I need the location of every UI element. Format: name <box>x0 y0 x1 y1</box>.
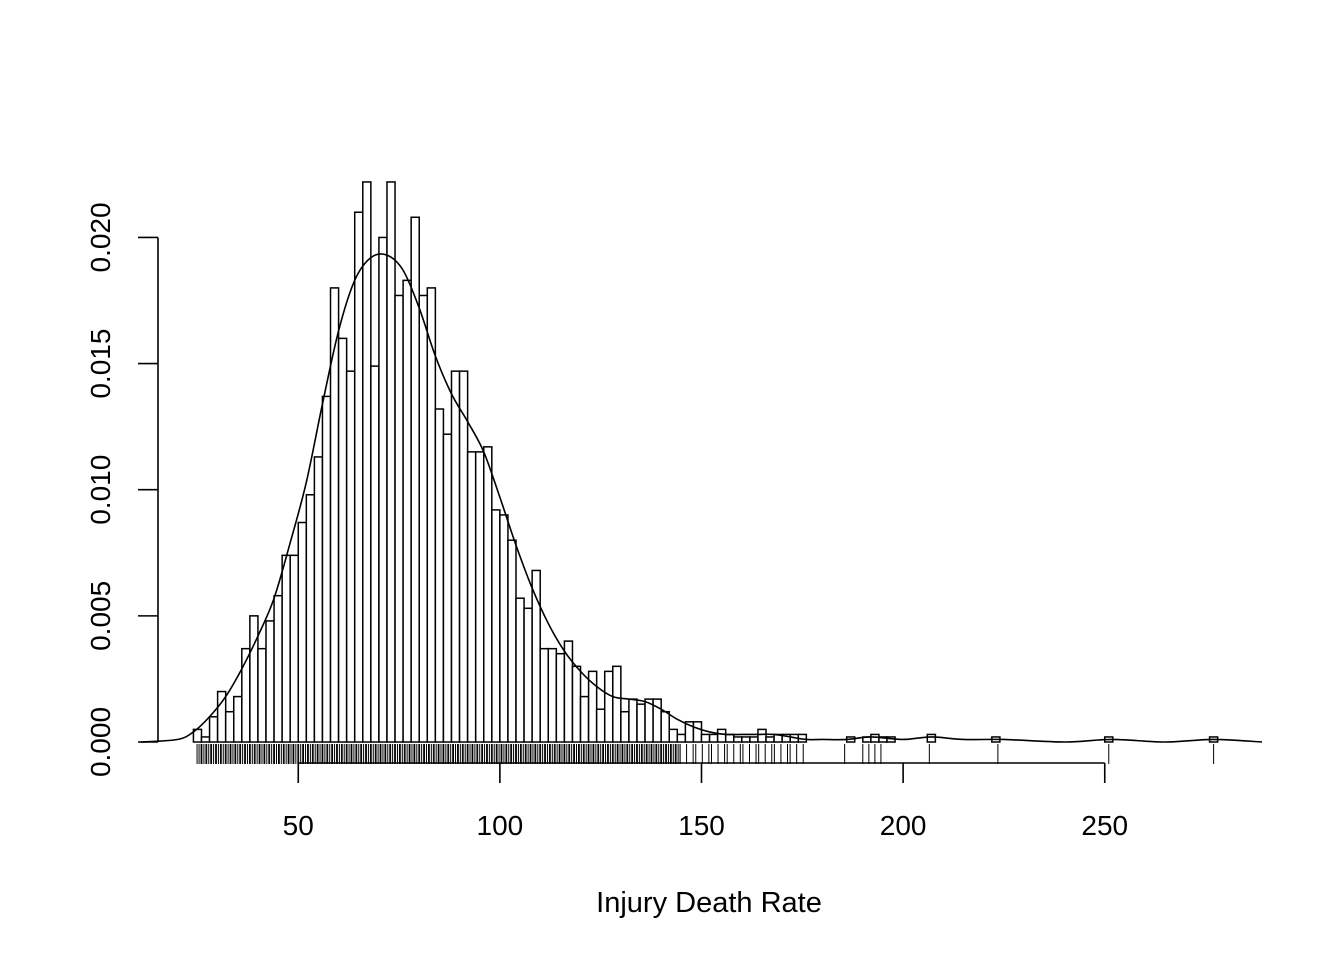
histogram-bar-50 <box>595 708 606 743</box>
x-tick-label-0: 50 <box>283 810 314 841</box>
histogram-bars <box>192 181 1219 743</box>
histogram-bar-25 <box>394 294 404 743</box>
histogram-bar-8 <box>257 647 267 743</box>
x-tick-label-4: 250 <box>1081 810 1128 841</box>
histogram-bar-56 <box>644 698 654 743</box>
histogram-bar-65 <box>716 728 727 743</box>
histogram-bar-18 <box>337 337 348 743</box>
x-tick-label-1: 100 <box>477 810 524 841</box>
histogram-bar-70 <box>757 728 767 743</box>
histogram-bar-28 <box>418 294 429 743</box>
histogram-bar-14 <box>305 494 316 743</box>
histogram-bar-36 <box>483 446 493 743</box>
histogram-bar-9 <box>265 620 275 743</box>
histogram-bar-49 <box>587 670 598 743</box>
histogram-bar-2 <box>208 716 219 743</box>
histogram-bar-12 <box>289 554 300 743</box>
histogram-bar-55 <box>636 703 646 743</box>
y-tick-label-4: 0.020 <box>85 202 116 272</box>
histogram-bar-67 <box>733 736 743 743</box>
histogram-bar-35 <box>474 451 485 743</box>
histogram-bar-47 <box>571 665 582 743</box>
histogram-bar-26 <box>402 279 412 743</box>
y-tick-label-2: 0.010 <box>85 455 116 525</box>
histogram-bar-37 <box>491 509 501 743</box>
histogram-bar-13 <box>297 521 308 743</box>
x-tick-label-2: 150 <box>678 810 725 841</box>
density-curve <box>140 253 1263 743</box>
histogram-bar-32 <box>450 370 461 743</box>
y-axis: 0.000 0.005 0.010 0.015 0.020 <box>85 202 159 777</box>
histogram-bar-52 <box>612 665 622 743</box>
histogram-bar-15 <box>313 456 324 743</box>
histogram-bar-38 <box>499 514 509 743</box>
histogram-bar-58 <box>660 710 670 743</box>
x-axis: 50 100 150 200 250 Injury Death Rate <box>283 762 1128 919</box>
y-ticks: 0.000 0.005 0.010 0.015 0.020 <box>85 202 158 777</box>
histogram-bar-22 <box>370 365 380 743</box>
histogram-bar-45 <box>555 652 566 743</box>
histogram-bar-19 <box>345 370 356 743</box>
histogram-bar-41 <box>523 607 533 743</box>
histogram-bar-20 <box>353 211 364 743</box>
histogram-bar-78 <box>870 733 880 743</box>
histogram-bar-24 <box>386 181 396 743</box>
histogram-bar-81 <box>926 733 937 743</box>
histogram-bar-29 <box>426 287 437 743</box>
histogram-bar-39 <box>507 539 517 743</box>
histogram-bar-33 <box>458 370 469 743</box>
y-tick-label-1: 0.005 <box>85 581 116 651</box>
histogram-bar-10 <box>273 594 283 743</box>
histogram-bar-63 <box>700 733 711 743</box>
x-ticks: 50 100 150 200 250 <box>283 763 1128 841</box>
histogram-bar-40 <box>515 597 525 743</box>
histogram-bar-5 <box>232 695 243 743</box>
histogram-bar-17 <box>329 287 340 743</box>
histogram-bar-69 <box>749 736 759 743</box>
histogram-bar-7 <box>249 615 259 743</box>
histogram-bar-21 <box>362 181 372 743</box>
histogram-bar-54 <box>628 698 638 743</box>
histogram-bar-31 <box>442 433 453 743</box>
histogram-bar-11 <box>281 554 291 743</box>
histogram-bar-66 <box>724 733 735 743</box>
rug-marks <box>196 744 1215 764</box>
histogram-bar-68 <box>741 736 751 743</box>
histogram-bar-60 <box>676 733 687 743</box>
x-axis-title: Injury Death Rate <box>596 887 822 919</box>
histogram-bar-23 <box>378 236 388 743</box>
histogram-bar-30 <box>434 408 445 743</box>
histogram-bar-64 <box>708 733 719 743</box>
histogram-bar-48 <box>579 695 590 743</box>
y-tick-label-0: 0.000 <box>85 707 116 777</box>
histogram-bar-71 <box>765 736 775 743</box>
histogram-bar-34 <box>466 451 477 743</box>
x-tick-label-3: 200 <box>880 810 927 841</box>
histogram-bar-43 <box>539 647 550 743</box>
histogram-bar-59 <box>668 728 679 743</box>
histogram-bar-4 <box>224 710 235 743</box>
histogram-bar-53 <box>620 710 630 743</box>
histogram-bar-51 <box>603 670 614 743</box>
histogram-bar-44 <box>547 647 558 743</box>
histogram-bar-1 <box>200 736 211 743</box>
histogram-bar-62 <box>692 721 703 743</box>
y-tick-label-3: 0.015 <box>85 329 116 399</box>
histogram-bar-16 <box>321 395 332 743</box>
